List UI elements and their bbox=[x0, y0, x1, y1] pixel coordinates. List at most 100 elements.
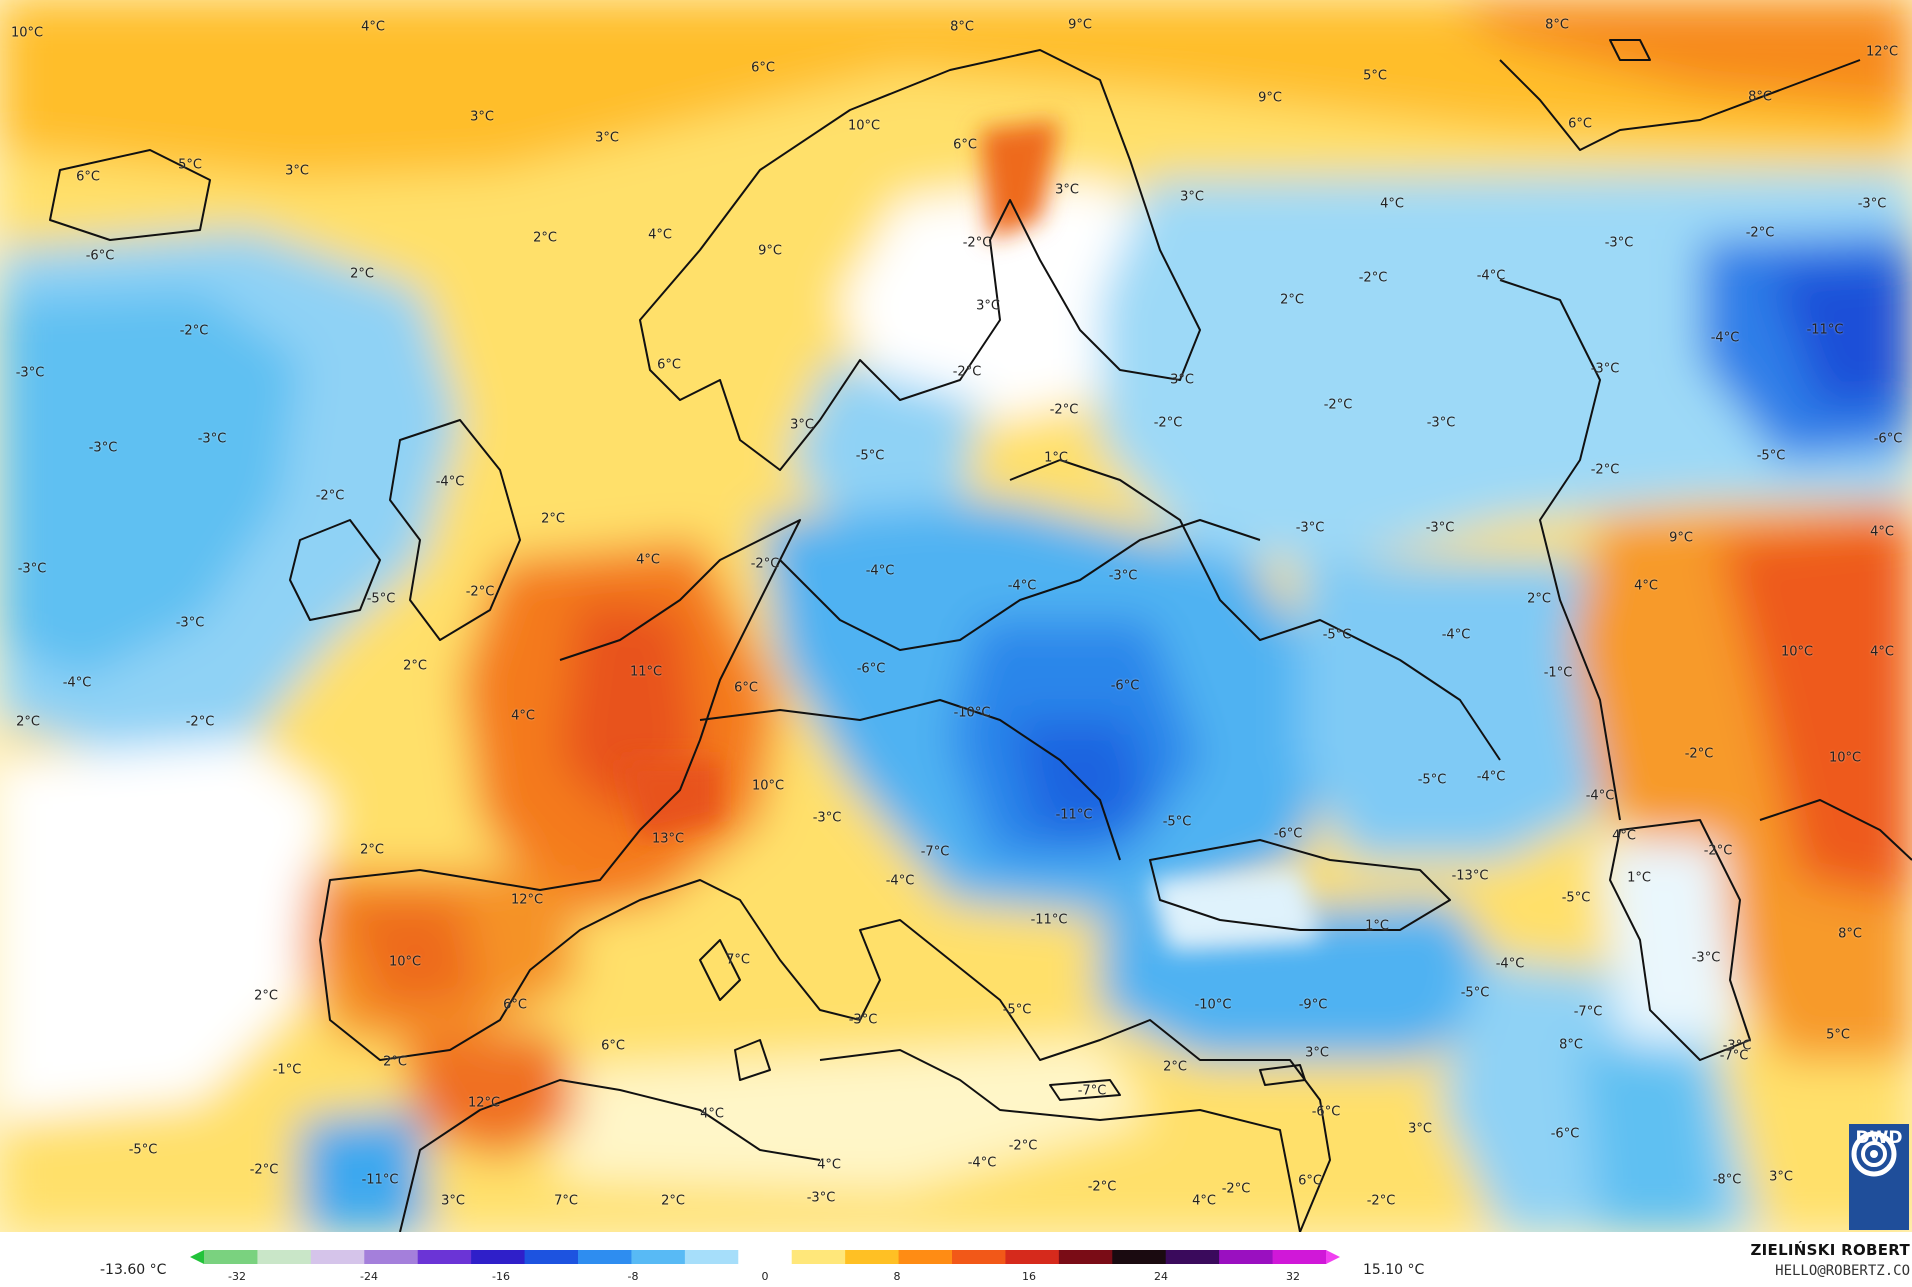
temperature-label: -3°C bbox=[1722, 1038, 1752, 1054]
temperature-label: -5°C bbox=[128, 1142, 158, 1158]
temperature-label: -5°C bbox=[1460, 985, 1490, 1001]
temperature-label: 5°C bbox=[1363, 68, 1387, 84]
legend-color-segment bbox=[1165, 1250, 1220, 1264]
author-email[interactable]: HELLO@ROBERTZ.CO bbox=[1775, 1263, 1910, 1279]
temperature-label: 5°C bbox=[1826, 1027, 1850, 1043]
temperature-label: 10°C bbox=[388, 954, 422, 970]
legend-min-label: -13.60 °C bbox=[100, 1262, 167, 1278]
temperature-label: 3°C bbox=[790, 417, 814, 433]
temperature-label: 7°C bbox=[554, 1193, 578, 1209]
temperature-label: -6°C bbox=[856, 661, 886, 677]
temperature-label: -1°C bbox=[272, 1062, 302, 1078]
temperature-label: 6°C bbox=[76, 169, 100, 185]
temperature-label: -6°C bbox=[1550, 1126, 1580, 1142]
temperature-label: -6°C bbox=[1110, 678, 1140, 694]
temperature-label: -2°C bbox=[962, 235, 992, 251]
temperature-label: 2°C bbox=[254, 988, 278, 1004]
temperature-label: -9°C bbox=[1298, 997, 1328, 1013]
footer: -13.60 °C -32 -24 -16 -8 0 8 16 24 32 15.10 °C Z… bbox=[0, 1232, 1912, 1287]
legend-color-segment bbox=[1219, 1250, 1274, 1264]
temperature-label: -3°C bbox=[1857, 196, 1887, 212]
temperature-label: -11°C bbox=[361, 1172, 399, 1188]
temperature-label: 2°C bbox=[1527, 591, 1551, 607]
temperature-label: 2°C bbox=[403, 658, 427, 674]
temperature-label: 2°C bbox=[383, 1054, 407, 1070]
temperature-label: -7°C bbox=[1077, 1083, 1107, 1099]
temperature-label: 3°C bbox=[1180, 189, 1204, 205]
temperature-label: 4°C bbox=[1380, 196, 1404, 212]
legend-color-segment bbox=[952, 1250, 1006, 1264]
temperature-label: -3°C bbox=[1295, 520, 1325, 536]
temperature-label: -3°C bbox=[15, 365, 45, 381]
temperature-label: -11°C bbox=[1030, 912, 1068, 928]
temperature-label: -2°C bbox=[1703, 843, 1733, 859]
temperature-label: -6°C bbox=[85, 248, 115, 264]
temperature-label: 6°C bbox=[734, 680, 758, 696]
temperature-label: 2°C bbox=[1163, 1059, 1187, 1075]
temperature-label: 2°C bbox=[661, 1193, 685, 1209]
temperature-label: 5°C bbox=[178, 157, 202, 173]
temperature-label: -6°C bbox=[1311, 1104, 1341, 1120]
temperature-label: -5°C bbox=[366, 591, 396, 607]
temperature-label: 12°C bbox=[510, 892, 544, 908]
legend-color-segment bbox=[524, 1250, 579, 1264]
legend-color-segment bbox=[1272, 1250, 1327, 1264]
temperature-label: -4°C bbox=[435, 474, 465, 490]
temperature-label: 9°C bbox=[758, 243, 782, 259]
temperature-label: -5°C bbox=[1756, 448, 1786, 464]
temperature-label: -2°C bbox=[952, 364, 982, 380]
temperature-label: 2°C bbox=[541, 511, 565, 527]
temperature-label: -2°C bbox=[179, 323, 209, 339]
temperature-label: 10°C bbox=[847, 118, 881, 134]
legend-tick-label: 0 bbox=[761, 1270, 769, 1283]
temperature-label: -4°C bbox=[1710, 330, 1740, 346]
temperature-label: 8°C bbox=[1545, 17, 1569, 33]
temperature-label: -6°C bbox=[1273, 826, 1303, 842]
temperature-label: 8°C bbox=[950, 19, 974, 35]
legend-color-segment bbox=[1058, 1250, 1113, 1264]
temperature-label: -2°C bbox=[1008, 1138, 1038, 1154]
legend-tick-label: 16 bbox=[1022, 1270, 1036, 1283]
temperature-label: 3°C bbox=[1408, 1121, 1432, 1137]
temperature-label: -10°C bbox=[953, 705, 991, 721]
temperature-label: 6°C bbox=[657, 357, 681, 373]
legend-color-segment bbox=[471, 1250, 526, 1264]
temperature-zones bbox=[0, 0, 1912, 1232]
temperature-label: 3°C bbox=[1305, 1045, 1329, 1061]
temperature-label: 9°C bbox=[1669, 530, 1693, 546]
temperature-label: -5°C bbox=[855, 448, 885, 464]
temperature-label: -10°C bbox=[1194, 997, 1232, 1013]
temperature-label: 12°C bbox=[467, 1095, 501, 1111]
temperature-label: 4°C bbox=[1870, 524, 1894, 540]
temperature-label: 2°C bbox=[360, 842, 384, 858]
temperature-label: 3°C bbox=[1769, 1169, 1793, 1185]
temperature-label: 3°C bbox=[1055, 182, 1079, 198]
temperature-label: -3°C bbox=[17, 561, 47, 577]
temperature-label: -7°C bbox=[1719, 1048, 1749, 1064]
temperature-label: 10°C bbox=[751, 778, 785, 794]
temperature-label: -2°C bbox=[1153, 415, 1183, 431]
legend-color-segment bbox=[898, 1250, 953, 1264]
temperature-label: 2°C bbox=[533, 230, 557, 246]
temperature-label: -2°C bbox=[750, 556, 780, 572]
author-name: ZIELIŃSKI ROBERT bbox=[1750, 1241, 1910, 1259]
temperature-label: -4°C bbox=[1585, 788, 1615, 804]
temperature-label: -6°C bbox=[1873, 431, 1903, 447]
legend-color-segment bbox=[417, 1250, 472, 1264]
temperature-label: 4°C bbox=[817, 1157, 841, 1173]
temperature-label: 11°C bbox=[629, 664, 663, 680]
temperature-label: 3°C bbox=[285, 163, 309, 179]
temperature-label: -3°C bbox=[1108, 568, 1138, 584]
temperature-label: -2°C bbox=[1358, 270, 1388, 286]
temperature-label: -4°C bbox=[967, 1155, 997, 1171]
temperature-label: 1°C bbox=[1044, 450, 1068, 466]
temperature-label: -4°C bbox=[1476, 769, 1506, 785]
temperature-label: -2°C bbox=[1221, 1181, 1251, 1197]
temperature-label: 13°C bbox=[651, 831, 685, 847]
legend-color-segment bbox=[845, 1250, 900, 1264]
temperature-label: 4°C bbox=[636, 552, 660, 568]
temperature-label: -3°C bbox=[1590, 361, 1620, 377]
temperature-label: -4°C bbox=[1441, 627, 1471, 643]
temperature-label: -3°C bbox=[848, 1012, 878, 1028]
temperature-label: 2°C bbox=[1280, 292, 1304, 308]
